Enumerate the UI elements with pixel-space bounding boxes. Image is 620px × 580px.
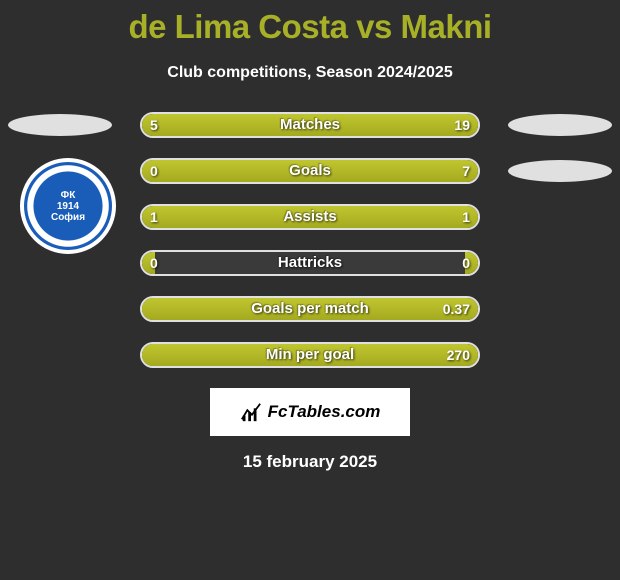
page-subtitle: Club competitions, Season 2024/2025 — [0, 64, 620, 82]
bar-right-fill — [310, 206, 478, 228]
comparison-chart: Matches519 Goals07 Assists11 Hattricks00 Goa… — [0, 112, 620, 368]
bar-right-fill — [213, 114, 478, 136]
bar-right-fill — [142, 298, 478, 320]
bar-wrap: Hattricks00 — [140, 250, 480, 276]
club-badge: ФК 1914 София — [20, 158, 116, 254]
bar-left-fill — [142, 206, 310, 228]
bar-left-fill — [142, 252, 155, 274]
bar-wrap: Min per goal270 — [140, 342, 480, 368]
stat-row: Matches519 — [0, 112, 620, 138]
stat-row: Hattricks00 — [0, 250, 620, 276]
bar-track — [140, 250, 480, 276]
bar-wrap: Goals07 — [140, 158, 480, 184]
bar-wrap: Assists11 — [140, 204, 480, 230]
player-right-marker — [508, 114, 612, 136]
bar-track — [140, 158, 480, 184]
bar-dark-fill — [142, 252, 478, 274]
chart-icon — [240, 401, 262, 423]
page-title: de Lima Costa vs Makni — [0, 0, 620, 46]
bar-track — [140, 342, 480, 368]
date-label: 15 february 2025 — [0, 452, 620, 472]
player-right-marker — [508, 160, 612, 182]
bar-right-fill — [142, 160, 478, 182]
club-badge-text: ФК 1914 София — [51, 190, 85, 223]
bar-track — [140, 296, 480, 322]
bar-left-fill — [142, 114, 213, 136]
brand-text: FcTables.com — [268, 402, 381, 422]
bar-wrap: Goals per match0.37 — [140, 296, 480, 322]
stat-row: Goals per match0.37 — [0, 296, 620, 322]
bar-track — [140, 204, 480, 230]
bar-right-fill — [142, 344, 478, 366]
stat-row: Min per goal270 — [0, 342, 620, 368]
bar-right-fill — [465, 252, 478, 274]
bar-track — [140, 112, 480, 138]
player-left-marker — [8, 114, 112, 136]
brand-footer: FcTables.com — [210, 388, 410, 436]
bar-wrap: Matches519 — [140, 112, 480, 138]
